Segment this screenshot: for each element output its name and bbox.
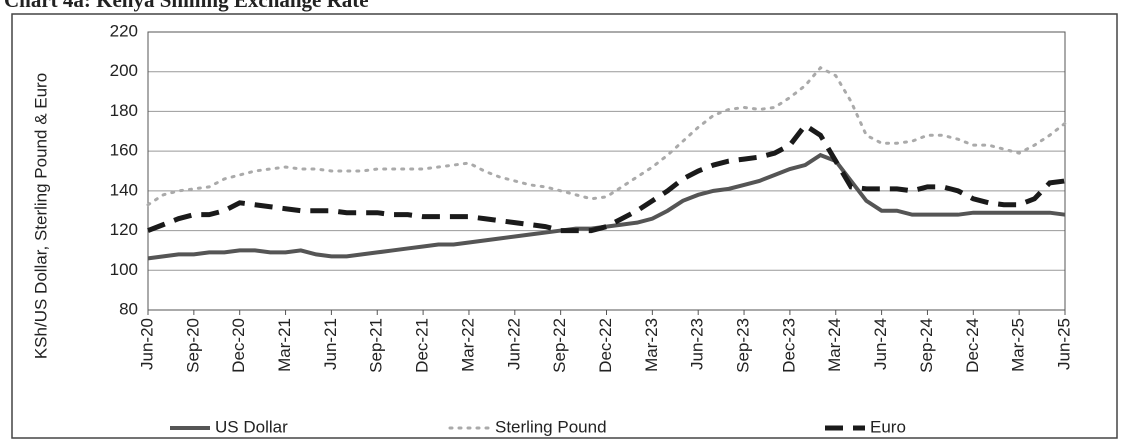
x-tick-label: Sep-24 bbox=[917, 318, 936, 373]
x-tick-label: Mar-22 bbox=[458, 318, 477, 372]
x-tick-label: Sep-20 bbox=[183, 318, 202, 373]
x-tick-label: Mar-24 bbox=[825, 318, 844, 372]
x-tick-label: Jun-22 bbox=[504, 318, 523, 370]
x-tick-label: Sep-22 bbox=[550, 318, 569, 373]
x-tick-label: Jun-21 bbox=[321, 318, 340, 370]
y-tick-label: 200 bbox=[110, 61, 138, 80]
plot-area bbox=[147, 31, 1066, 311]
x-tick-label: Dec-22 bbox=[596, 318, 615, 373]
x-tick-label: Jun-20 bbox=[137, 318, 156, 370]
x-tick-label: Mar-25 bbox=[1009, 318, 1028, 372]
y-tick-label: 80 bbox=[119, 299, 138, 318]
x-tick-label: Mar-23 bbox=[642, 318, 661, 372]
x-tick-label: Sep-21 bbox=[367, 318, 386, 373]
x-tick-label: Sep-23 bbox=[734, 318, 753, 373]
y-tick-label: 140 bbox=[110, 180, 138, 199]
x-tick-label: Jun-23 bbox=[688, 318, 707, 370]
y-tick-label: 100 bbox=[110, 260, 138, 279]
legend-label: Sterling Pound bbox=[495, 417, 607, 436]
y-tick-label: 180 bbox=[110, 101, 138, 120]
x-tick-label: Dec-21 bbox=[413, 318, 432, 373]
chart-frame bbox=[11, 13, 1118, 439]
x-tick-label: Mar-21 bbox=[275, 318, 294, 372]
x-tick-label: Dec-20 bbox=[229, 318, 248, 373]
x-tick-label: Dec-23 bbox=[779, 318, 798, 373]
chart-title: Chart 4a: Kenya Shilling Exchange Rate bbox=[4, 0, 369, 12]
x-tick-label: Dec-24 bbox=[963, 318, 982, 373]
series-line bbox=[146, 65, 1067, 207]
y-axis-label: KSh/US Dollar, Sterling Pound & Euro bbox=[31, 73, 50, 359]
x-tick-label: Jun-24 bbox=[871, 318, 890, 370]
legend-label: Euro bbox=[870, 417, 906, 436]
y-tick-label: 160 bbox=[110, 141, 138, 160]
y-tick-label: 220 bbox=[110, 21, 138, 40]
y-tick-label: 120 bbox=[110, 220, 138, 239]
x-tick-label: Jun-25 bbox=[1054, 318, 1073, 370]
legend-label: US Dollar bbox=[215, 417, 288, 436]
series-line bbox=[147, 152, 1066, 261]
